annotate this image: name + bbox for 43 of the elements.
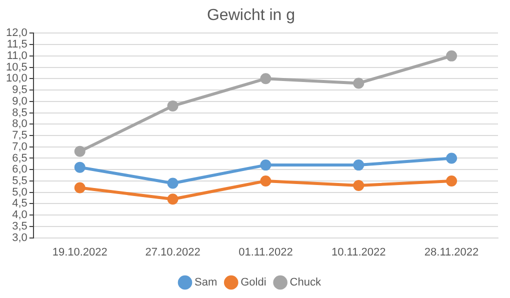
- y-tick-label: 11,0: [6, 50, 28, 62]
- y-tick-label: 6,5: [12, 152, 28, 164]
- y-tick-label: 9,0: [12, 95, 28, 108]
- y-tick-label: 8,0: [12, 118, 28, 130]
- legend-label: Sam: [194, 276, 218, 289]
- y-tick-label: 7,5: [12, 130, 28, 142]
- x-tick-label: 10.11.2022: [332, 246, 386, 258]
- y-tick-label: 12,0: [6, 27, 28, 40]
- point: [74, 182, 86, 194]
- y-tick-label: 11,5: [6, 38, 28, 51]
- point: [260, 175, 272, 186]
- y-tick-label: 4,0: [12, 209, 28, 222]
- y-tick-label: 10,0: [6, 72, 28, 85]
- point: [446, 50, 458, 62]
- x-tick-label: 27.10.2022: [145, 246, 200, 258]
- point: [353, 160, 364, 171]
- point: [260, 160, 272, 171]
- point: [353, 78, 364, 89]
- point: [260, 73, 272, 84]
- point: [74, 162, 86, 173]
- y-tick-label: 3,0: [12, 232, 28, 244]
- y-tick-label: 5,5: [12, 175, 28, 187]
- y-tick-label: 7,0: [12, 140, 28, 153]
- legend-label: Chuck: [290, 276, 322, 289]
- point: [446, 152, 458, 164]
- y-tick-label: 4,5: [12, 198, 28, 210]
- y-tick-label: 6,0: [12, 164, 28, 176]
- x-tick-label: 19.10.2022: [52, 246, 108, 258]
- point: [167, 100, 178, 112]
- x-tick-label: 28.11.2022: [424, 246, 479, 258]
- y-tick-label: 5,0: [12, 186, 28, 198]
- legend-label: Goldi: [240, 276, 266, 289]
- y-tick-label: 9,5: [12, 84, 28, 96]
- y-tick-label: 3,5: [12, 220, 28, 232]
- point: [446, 175, 458, 186]
- y-tick-label: 8,5: [12, 106, 28, 119]
- y-tick-label: 10,5: [6, 61, 28, 74]
- point: [353, 180, 364, 192]
- point: [167, 194, 178, 205]
- chart-title: Gewicht in g: [206, 7, 296, 24]
- point: [74, 146, 86, 157]
- point: [167, 178, 178, 189]
- x-tick-label: 01.11.2022: [238, 246, 293, 258]
